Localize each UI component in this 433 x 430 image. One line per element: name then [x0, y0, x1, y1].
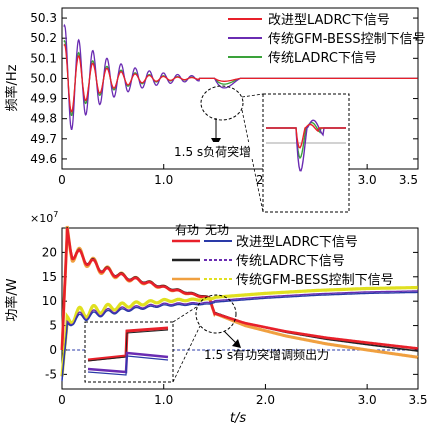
zoom-connector [172, 305, 199, 323]
zoom-line-reactive-thin [87, 355, 169, 376]
x-axis-label: t/s [230, 411, 246, 426]
event-arrow [223, 330, 237, 344]
series-line-improved-ladrc [63, 43, 418, 113]
y-tick-label: 49.8 [30, 112, 57, 126]
y-tick-label: 49.6 [30, 152, 57, 166]
y-tick-label: 50.3 [30, 11, 57, 25]
x-tick-label: 1.0 [154, 393, 173, 407]
legend-label: 传统GFM-BESS控制下信号 [236, 273, 394, 288]
active-power-improved-ladrc [60, 227, 419, 351]
x-tick-label: 0 [58, 173, 66, 187]
x-tick-label: 2.0 [256, 393, 275, 407]
legend-label: 传统LADRC下信号 [236, 254, 345, 269]
y-tick-label: -5 [45, 367, 57, 381]
y-tick-label: 50.1 [30, 51, 57, 65]
frequency-event-annotation: 1.5 s负荷突增 [174, 144, 251, 159]
event-circle [200, 85, 244, 121]
reactive-power-gfm-bess [60, 285, 418, 377]
legend-label: 改进型LADRC下信号 [236, 235, 358, 250]
zoom-inset-frame [262, 93, 350, 213]
zoom-connector [241, 109, 264, 213]
power-y-axis-label: 功率/W [4, 278, 20, 321]
x-tick-label: 0 [58, 393, 66, 407]
power-event-annotation: 1.5 s有功突增调频出力 [204, 347, 329, 362]
legend-label: 改进型LADRC下信号 [268, 13, 390, 28]
zoom-connector [241, 93, 264, 98]
y-tick-label: 0 [49, 343, 57, 357]
power-zoom-inset [84, 321, 174, 383]
frequency-panel: 50.350.250.150.049.949.849.749.6 01.02.0… [4, 7, 426, 213]
frequency-x-ticks: 01.02.03.03.5 [58, 164, 419, 187]
zoom-connector [172, 325, 201, 383]
frequency-zoom-inset [262, 93, 350, 213]
y-tick-label: 20 [42, 245, 57, 259]
x-tick-label: 3.0 [358, 393, 377, 407]
legend-header-active: 有功 [175, 223, 199, 237]
y-tick-label: 5 [49, 319, 57, 333]
frequency-y-ticks: 50.3 50.2 50.1 50.0 49.9 49.8 49.7 49.6 [30, 11, 418, 166]
legend-header-reactive: 无功 [205, 223, 229, 237]
y-tick-label: 10 [42, 294, 57, 308]
x-tick-label: 1.0 [154, 173, 173, 187]
x-tick-label: 3.5 [408, 393, 427, 407]
x-tick-label: 3.0 [358, 173, 377, 187]
zoom-line-active-thin [87, 329, 169, 362]
x-tick-label: 3.5 [399, 173, 418, 187]
power-plot-frame [61, 227, 419, 390]
reactive-power-traditional-ladrc [61, 290, 418, 380]
y-tick-label: 15 [42, 270, 57, 284]
legend-label: 传统GFM-BESS控制下信号 [268, 32, 426, 47]
y-tick-label: 49.9 [30, 92, 57, 106]
reactive-power-improved-ladrc [61, 291, 418, 382]
y-tick-label: 49.7 [30, 132, 57, 146]
y-tick-label: 50.2 [30, 31, 57, 45]
annotation-background [170, 142, 262, 159]
power-x-ticks: 0 1.0 2.0 3.0 3.5 [58, 384, 428, 407]
event-circle [195, 294, 237, 334]
event-arrowhead [232, 339, 241, 348]
frequency-plot-frame [61, 7, 419, 170]
power-scale-label: ×107 [30, 210, 58, 225]
zoom-line-improved-ladrc [266, 123, 346, 149]
legend-label: 传统LADRC下信号 [268, 51, 377, 66]
frequency-y-axis-label: 频率/Hz [4, 64, 20, 111]
y-tick-label: 50.0 [30, 71, 57, 85]
